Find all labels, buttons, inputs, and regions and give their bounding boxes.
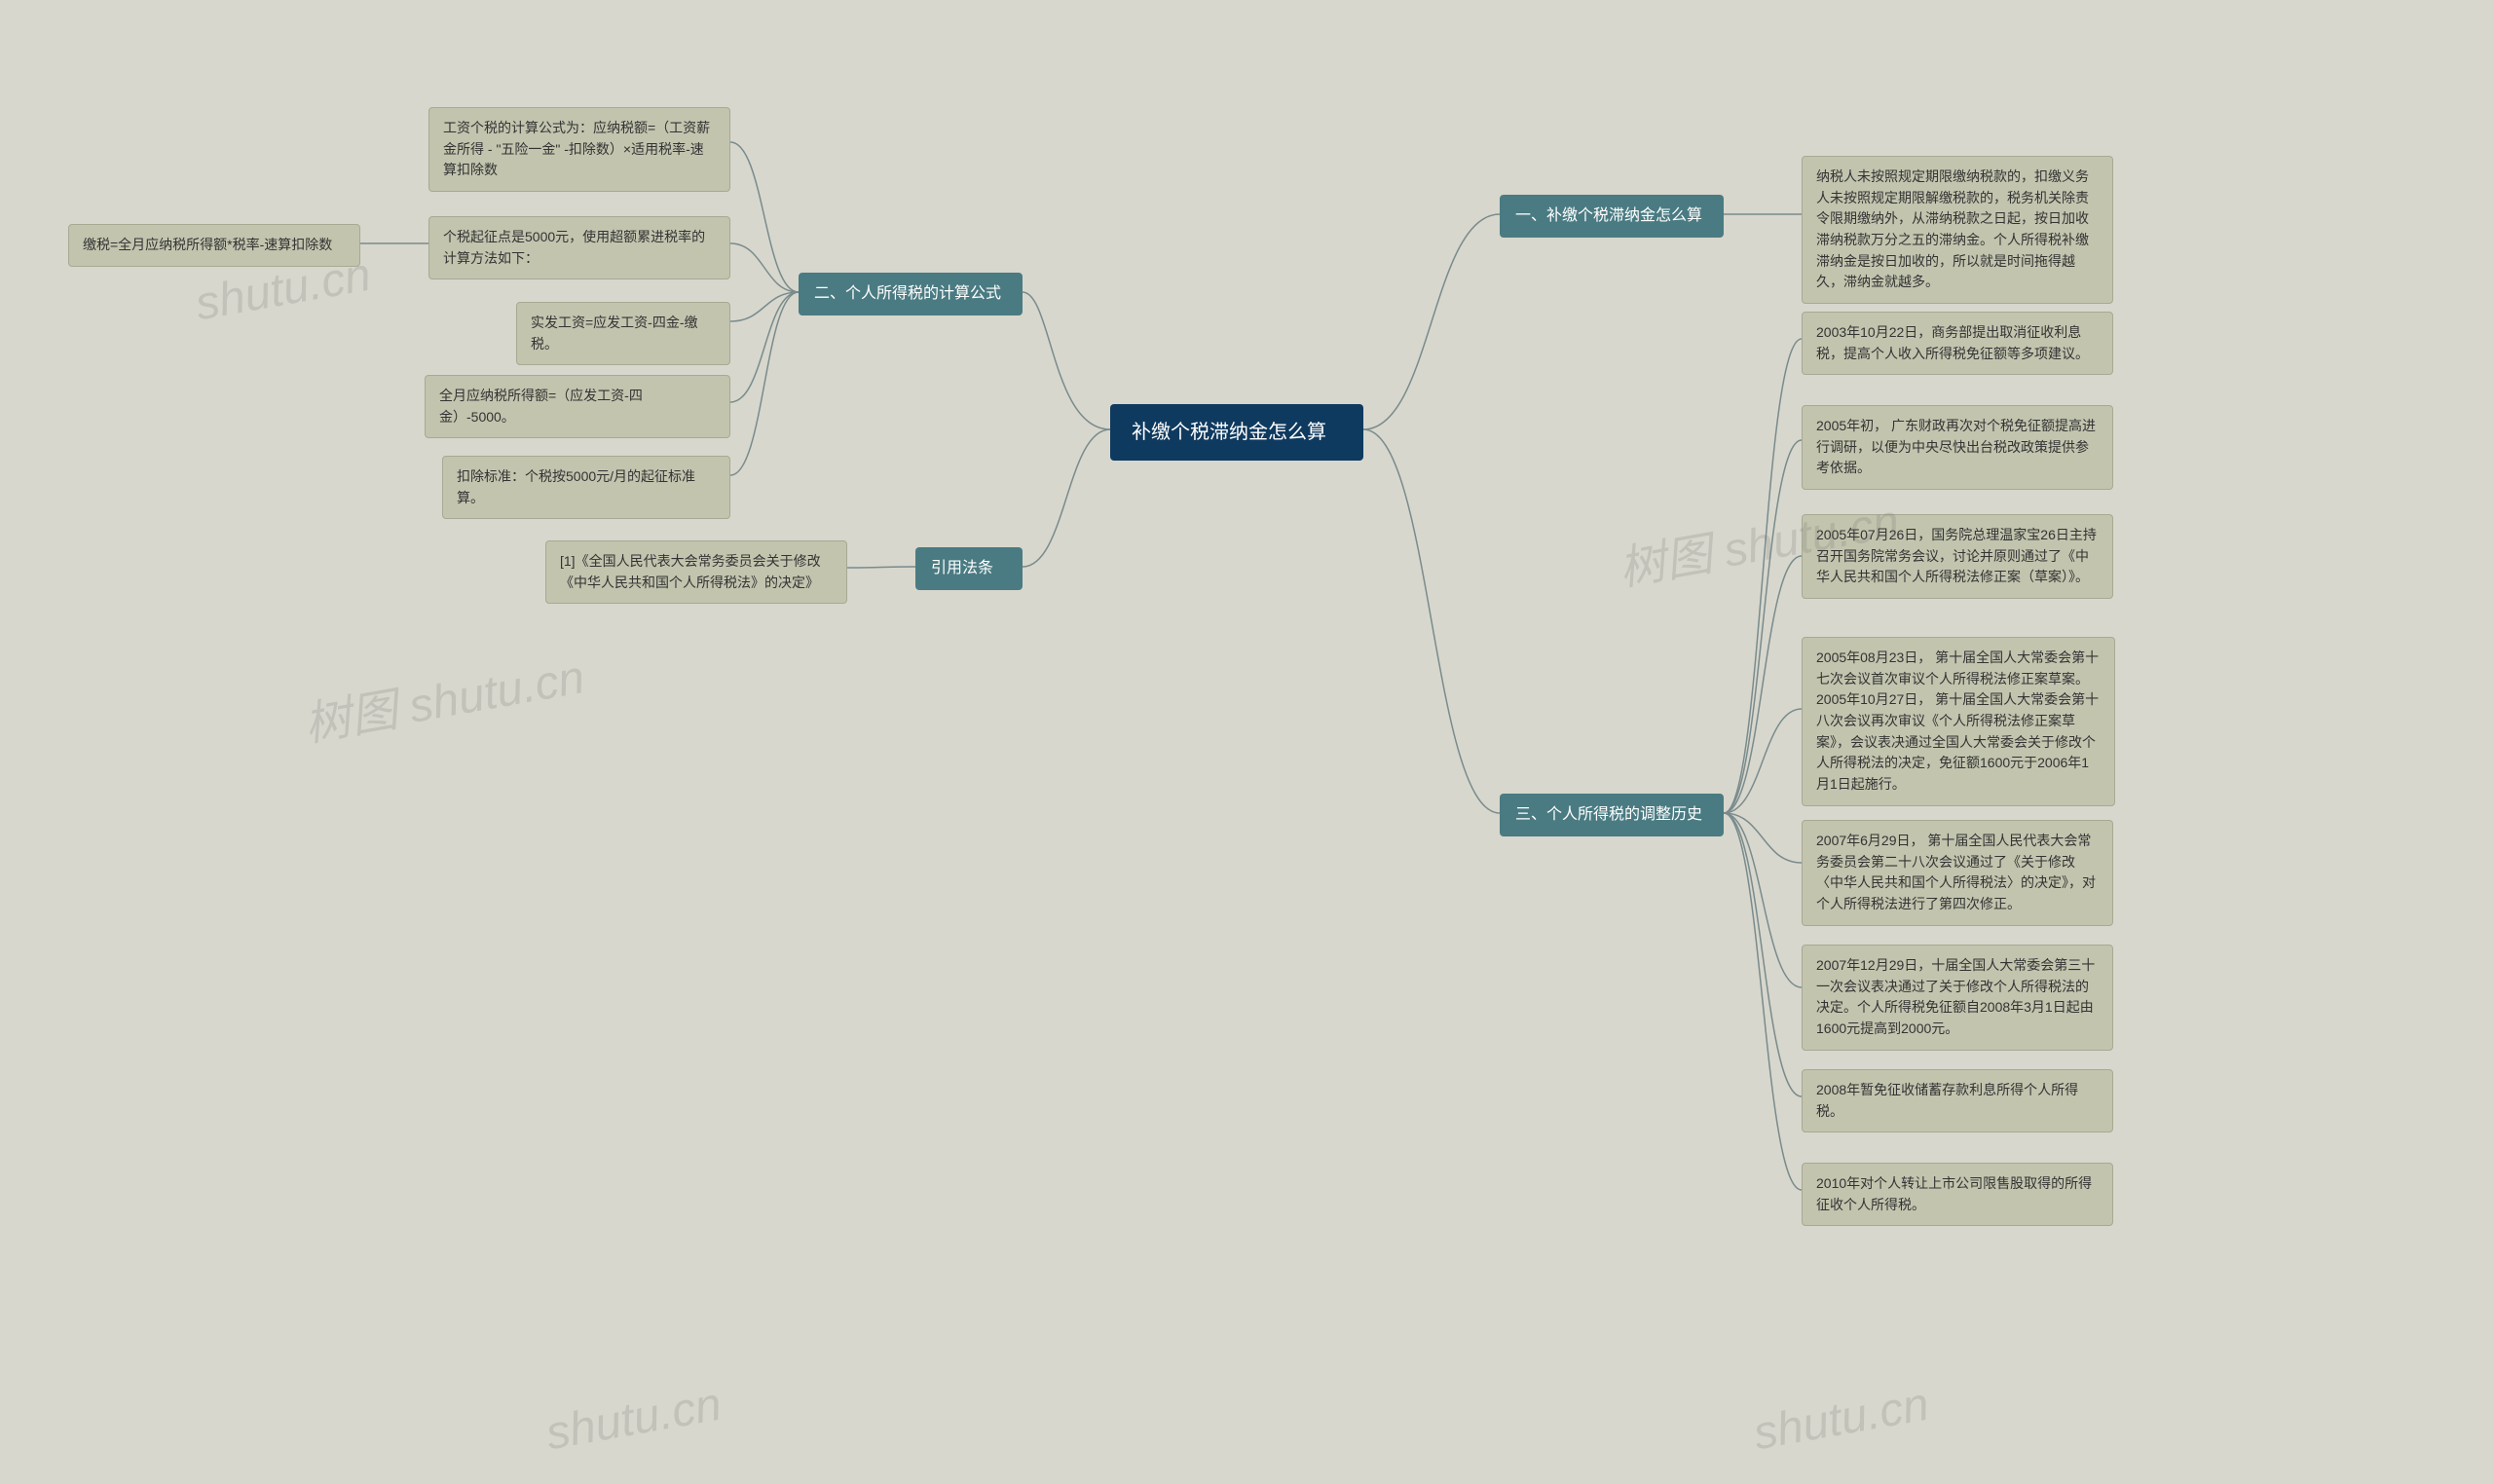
leaf-text: 2003年10月22日，商务部提出取消征收利息税，提高个人收入所得税免征额等多项…	[1816, 324, 2089, 361]
leaf-text: 扣除标准：个税按5000元/月的起征标准算。	[457, 468, 695, 505]
leaf-l1-1-child: 缴税=全月应纳税所得额*税率-速算扣除数	[68, 224, 360, 267]
leaf-text: 实发工资=应发工资-四金-缴税。	[531, 315, 698, 352]
leaf-text: 2005年初， 广东财政再次对个税免征额提高进行调研，以便为中央尽快出台税改政策…	[1816, 418, 2096, 475]
leaf-text: 2007年12月29日，十届全国人大常委会第三十一次会议表决通过了关于修改个人所…	[1816, 957, 2095, 1036]
leaf-text: 工资个税的计算公式为：应纳税额=（工资薪金所得 - "五险一金" -扣除数）×适…	[443, 120, 710, 177]
leaf-text: 个税起征点是5000元，使用超额累进税率的计算方法如下：	[443, 229, 705, 266]
branch-right-1: 一、补缴个税滞纳金怎么算	[1500, 195, 1724, 238]
branch-label: 三、个人所得税的调整历史	[1515, 806, 1702, 823]
leaf-r2-3: 2005年08月23日， 第十届全国人大常委会第十七次会议首次审议个人所得税法修…	[1802, 637, 2115, 806]
leaf-l1-0: 工资个税的计算公式为：应纳税额=（工资薪金所得 - "五险一金" -扣除数）×适…	[428, 107, 730, 192]
center-text: 补缴个税滞纳金怎么算	[1132, 422, 1326, 443]
leaf-text: 2005年07月26日，国务院总理温家宝26日主持召开国务院常务会议，讨论并原则…	[1816, 527, 2097, 584]
leaf-text: [1]《全国人民代表大会常务委员会关于修改《中华人民共和国个人所得税法》的决定》	[560, 553, 821, 590]
leaf-r2-6: 2008年暂免征收储蓄存款利息所得个人所得税。	[1802, 1069, 2113, 1132]
leaf-text: 2010年对个人转让上市公司限售股取得的所得征收个人所得税。	[1816, 1175, 2092, 1212]
leaf-l1-2: 实发工资=应发工资-四金-缴税。	[516, 302, 730, 365]
leaf-r2-2: 2005年07月26日，国务院总理温家宝26日主持召开国务院常务会议，讨论并原则…	[1802, 514, 2113, 599]
leaf-r1-0: 纳税人未按照规定期限缴纳税款的，扣缴义务人未按照规定期限解缴税款的，税务机关除责…	[1802, 156, 2113, 304]
branch-left-2: 引用法条	[915, 547, 1023, 590]
leaf-r2-5: 2007年12月29日，十届全国人大常委会第三十一次会议表决通过了关于修改个人所…	[1802, 945, 2113, 1051]
connector-layer	[0, 0, 2493, 1484]
leaf-r2-4: 2007年6月29日， 第十届全国人民代表大会常务委员会第二十八次会议通过了《关…	[1802, 820, 2113, 926]
leaf-text: 纳税人未按照规定期限缴纳税款的，扣缴义务人未按照规定期限解缴税款的，税务机关除责…	[1816, 168, 2089, 289]
leaf-r2-7: 2010年对个人转让上市公司限售股取得的所得征收个人所得税。	[1802, 1163, 2113, 1226]
leaf-l1-1: 个税起征点是5000元，使用超额累进税率的计算方法如下：	[428, 216, 730, 279]
leaf-text: 2005年08月23日， 第十届全国人大常委会第十七次会议首次审议个人所得税法修…	[1816, 649, 2099, 792]
leaf-l1-3: 全月应纳税所得额=（应发工资-四金）-5000。	[425, 375, 730, 438]
branch-left-1: 二、个人所得税的计算公式	[799, 273, 1023, 315]
leaf-r2-0: 2003年10月22日，商务部提出取消征收利息税，提高个人收入所得税免征额等多项…	[1802, 312, 2113, 375]
watermark: 树图 shutu.cn	[298, 638, 589, 754]
watermark: shutu.cn	[1750, 1378, 1933, 1462]
branch-label: 引用法条	[931, 560, 993, 576]
leaf-text: 2008年暂免征收储蓄存款利息所得个人所得税。	[1816, 1082, 2078, 1119]
leaf-text: 缴税=全月应纳税所得额*税率-速算扣除数	[83, 237, 332, 252]
leaf-l2-0: [1]《全国人民代表大会常务委员会关于修改《中华人民共和国个人所得税法》的决定》	[545, 540, 847, 604]
branch-right-2: 三、个人所得税的调整历史	[1500, 794, 1724, 836]
leaf-text: 2007年6月29日， 第十届全国人民代表大会常务委员会第二十八次会议通过了《关…	[1816, 833, 2096, 911]
center-node: 补缴个税滞纳金怎么算	[1110, 404, 1363, 461]
leaf-text: 全月应纳税所得额=（应发工资-四金）-5000。	[439, 388, 643, 425]
branch-label: 二、个人所得税的计算公式	[814, 285, 1001, 302]
leaf-l1-4: 扣除标准：个税按5000元/月的起征标准算。	[442, 456, 730, 519]
watermark: shutu.cn	[542, 1378, 726, 1462]
leaf-r2-1: 2005年初， 广东财政再次对个税免征额提高进行调研，以便为中央尽快出台税改政策…	[1802, 405, 2113, 490]
branch-label: 一、补缴个税滞纳金怎么算	[1515, 207, 1702, 224]
